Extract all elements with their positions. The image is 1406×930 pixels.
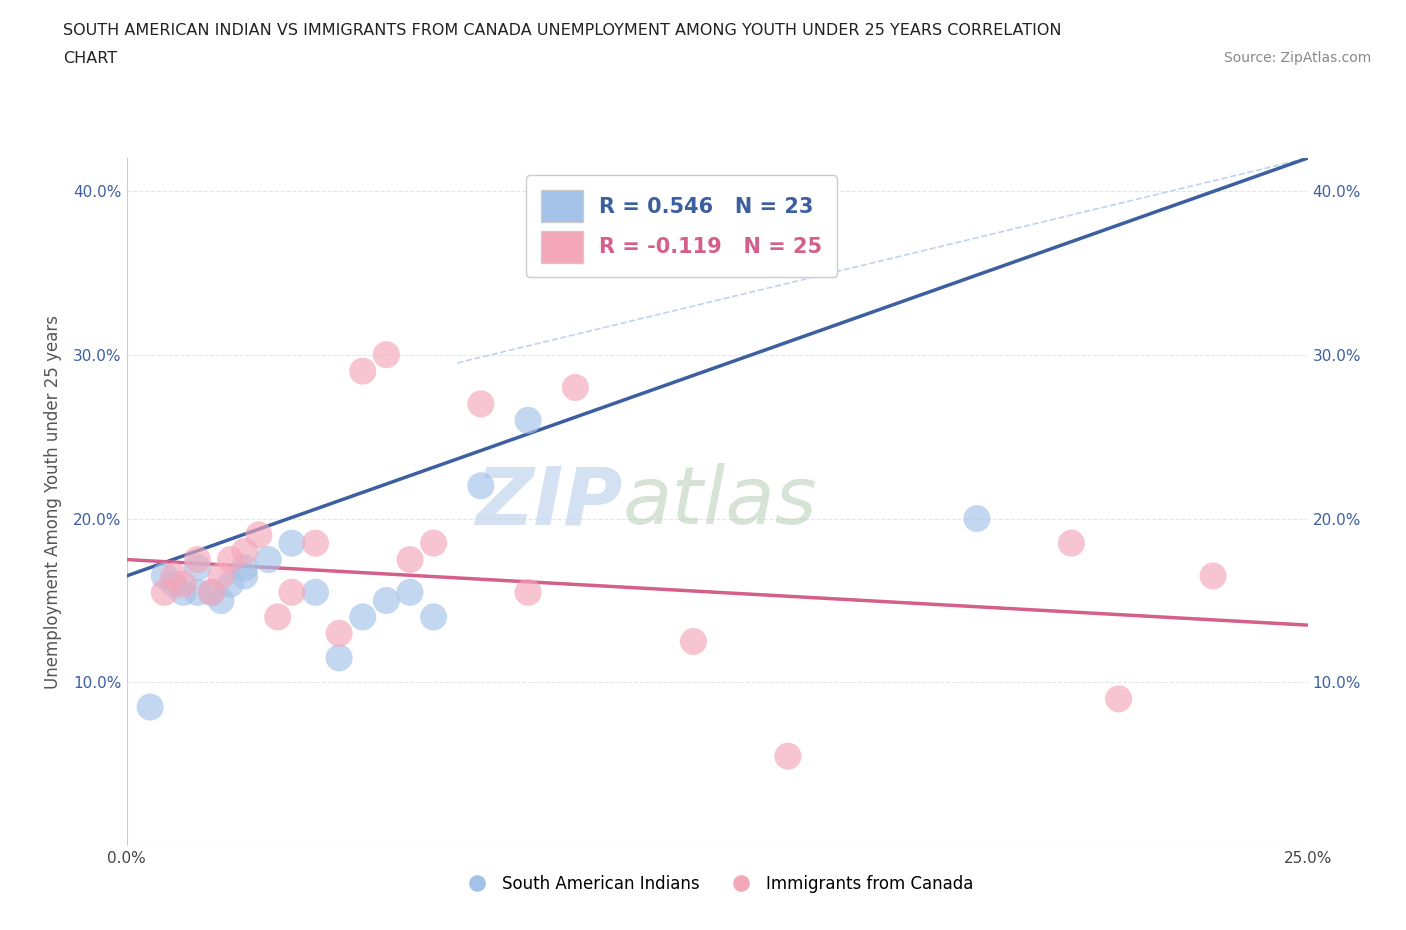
- Text: Source: ZipAtlas.com: Source: ZipAtlas.com: [1223, 51, 1371, 65]
- Point: [200, 585, 222, 600]
- Point: [328, 626, 350, 641]
- Point: [682, 634, 704, 649]
- Point: [375, 347, 398, 362]
- Point: [352, 609, 374, 624]
- Point: [470, 396, 492, 411]
- Point: [186, 560, 208, 575]
- Text: CHART: CHART: [63, 51, 117, 66]
- Point: [1060, 536, 1083, 551]
- Point: [186, 552, 208, 567]
- Point: [375, 593, 398, 608]
- Text: ZIP: ZIP: [475, 463, 623, 541]
- Point: [304, 585, 326, 600]
- Point: [257, 552, 280, 567]
- Point: [422, 536, 444, 551]
- Point: [422, 609, 444, 624]
- Point: [399, 552, 422, 567]
- Point: [304, 536, 326, 551]
- Point: [281, 585, 304, 600]
- Text: SOUTH AMERICAN INDIAN VS IMMIGRANTS FROM CANADA UNEMPLOYMENT AMONG YOUTH UNDER 2: SOUTH AMERICAN INDIAN VS IMMIGRANTS FROM…: [63, 23, 1062, 38]
- Point: [517, 413, 540, 428]
- Point: [682, 232, 704, 247]
- Point: [172, 577, 194, 591]
- Point: [233, 568, 256, 583]
- Y-axis label: Unemployment Among Youth under 25 years: Unemployment Among Youth under 25 years: [44, 315, 62, 689]
- Point: [352, 364, 374, 379]
- Point: [219, 552, 242, 567]
- Point: [564, 380, 586, 395]
- Point: [186, 585, 208, 600]
- Point: [153, 585, 176, 600]
- Point: [517, 585, 540, 600]
- Point: [233, 544, 256, 559]
- Point: [966, 512, 988, 526]
- Point: [153, 568, 176, 583]
- Point: [267, 609, 290, 624]
- Point: [200, 585, 222, 600]
- Point: [219, 577, 242, 591]
- Point: [139, 699, 162, 714]
- Point: [163, 568, 186, 583]
- Point: [1202, 568, 1225, 583]
- Point: [281, 536, 304, 551]
- Point: [209, 593, 232, 608]
- Text: atlas: atlas: [623, 463, 817, 541]
- Point: [247, 527, 270, 542]
- Point: [399, 585, 422, 600]
- Point: [163, 577, 186, 591]
- Point: [776, 749, 799, 764]
- Point: [172, 585, 194, 600]
- Point: [328, 650, 350, 665]
- Legend: South American Indians, Immigrants from Canada: South American Indians, Immigrants from …: [454, 869, 980, 900]
- Point: [233, 560, 256, 575]
- Point: [1108, 691, 1130, 706]
- Point: [209, 568, 232, 583]
- Point: [470, 478, 492, 493]
